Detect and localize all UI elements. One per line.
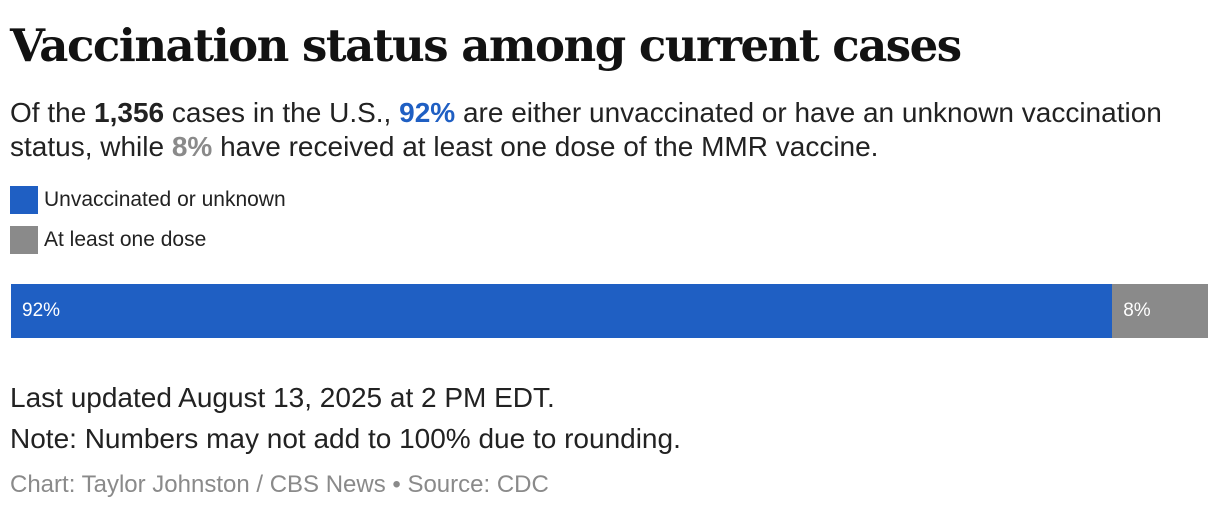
case-count: 1,356 — [94, 97, 165, 128]
legend-item-unvaccinated: Unvaccinated or unknown — [10, 186, 286, 214]
stacked-bar: 92% 8% — [11, 284, 1208, 338]
subtitle-text-2: cases in the U.S., — [164, 97, 400, 128]
chart-legend: Unvaccinated or unknown At least one dos… — [10, 186, 286, 266]
subtitle-text-4: have received at least one dose of the M… — [212, 131, 879, 162]
bar-label-unvaccinated: 92% — [22, 300, 61, 321]
legend-item-at-least-one-dose: At least one dose — [10, 226, 286, 254]
chart-subtitle: Of the 1,356 cases in the U.S., 92% are … — [10, 96, 1210, 164]
last-updated: Last updated August 13, 2025 at 2 PM EDT… — [10, 382, 555, 413]
bar-segment-unvaccinated: 92% — [11, 284, 1113, 338]
subtitle-text-3: are either unvaccinated or have an unkno… — [10, 97, 1162, 162]
chart-title: Vaccination status among current cases — [10, 19, 962, 72]
legend-swatch-at-least-one-dose — [10, 226, 38, 254]
bar-segment-at-least-one-dose: 8% — [1112, 284, 1208, 338]
dose-percent-highlight: 8% — [171, 131, 213, 162]
legend-label-unvaccinated: Unvaccinated or unknown — [44, 188, 286, 211]
unvaccinated-percent-highlight: 92% — [399, 97, 456, 128]
subtitle-text-1: Of the — [10, 97, 95, 128]
legend-swatch-unvaccinated — [10, 186, 38, 214]
legend-label-at-least-one-dose: At least one dose — [44, 228, 207, 251]
bar-label-at-least-one-dose: 8% — [1123, 300, 1151, 321]
chart-credit: Chart: Taylor Johnston / CBS News • Sour… — [10, 471, 549, 498]
rounding-note: Note: Numbers may not add to 100% due to… — [10, 423, 681, 454]
